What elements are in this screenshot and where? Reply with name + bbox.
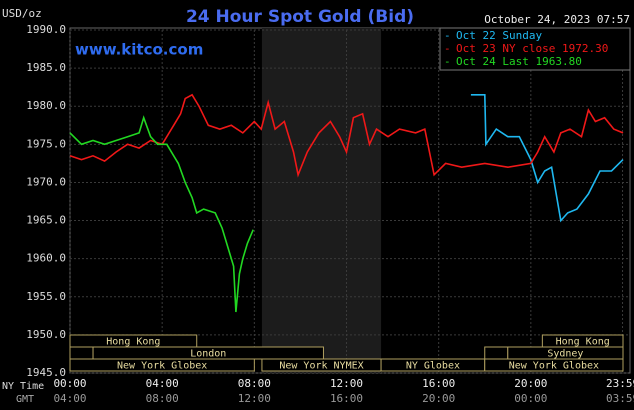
series-line <box>69 115 254 313</box>
x2-tick-label: 16:00 <box>330 392 363 405</box>
legend-label: Oct 24 Last 1963.80 <box>456 55 582 68</box>
x-tick-label: 23:59 <box>606 377 634 390</box>
highlight-band <box>261 28 382 373</box>
timestamp: October 24, 2023 07:57 <box>484 13 630 26</box>
y-tick-label: 1975.0 <box>26 137 66 150</box>
session-label: Hong Kong <box>106 337 160 348</box>
x2-tick-label: 04:00 <box>53 392 86 405</box>
unit-label: USD/oz <box>2 7 42 20</box>
session-label: New York Globex <box>509 361 599 372</box>
session-label: London <box>190 349 226 360</box>
x2-tick-label: 12:00 <box>238 392 271 405</box>
x-tick-label: 16:00 <box>422 377 455 390</box>
x2-tick-label: 20:00 <box>422 392 455 405</box>
legend-marker: - <box>444 55 451 68</box>
y-tick-label: 1980.0 <box>26 99 66 112</box>
y-tick-label: 1955.0 <box>26 290 66 303</box>
session-label: Hong Kong <box>556 337 610 348</box>
y-tick-label: 1965.0 <box>26 214 66 227</box>
x2-axis-label: GMT <box>16 394 34 405</box>
legend-marker: - <box>444 42 451 55</box>
series-line <box>470 94 624 223</box>
y-tick-label: 1945.0 <box>26 366 66 379</box>
legend: - Oct 22 Sunday- Oct 23 NY close 1972.30- O… <box>439 27 631 71</box>
legend-box <box>439 27 631 71</box>
y-tick-label: 1950.0 <box>26 328 66 341</box>
x-tick-label: 20:00 <box>514 377 547 390</box>
chart-title: 24 Hour Spot Gold (Bid) <box>186 7 414 27</box>
x2-tick-label: 03:59 <box>606 392 634 405</box>
y-tick-label: 1970.0 <box>26 175 66 188</box>
y-tick-label: 1985.0 <box>26 61 66 74</box>
legend-label: Oct 22 Sunday <box>456 29 542 42</box>
x-axis-label: NY Time <box>2 381 44 392</box>
session-box <box>69 358 255 372</box>
session-box <box>484 346 509 360</box>
y-tick-label: 1960.0 <box>26 252 66 265</box>
session-label: New York Globex <box>117 361 207 372</box>
legend-label: Oct 23 NY close 1972.30 <box>456 42 608 55</box>
x-tick-label: 12:00 <box>330 377 363 390</box>
watermark: www.kitco.com <box>75 41 203 59</box>
session-label: NY Globex <box>406 361 460 372</box>
session-box <box>484 358 624 372</box>
x-tick-label: 00:00 <box>53 377 86 390</box>
session-label: New York NYMEX <box>279 361 363 372</box>
legend-marker: - <box>444 29 451 42</box>
y-tick-label: 1990.0 <box>26 23 66 36</box>
x-tick-label: 04:00 <box>146 377 179 390</box>
session-box <box>69 346 94 360</box>
x2-tick-label: 00:00 <box>514 392 547 405</box>
session-label: Sydney <box>547 349 583 360</box>
series-line <box>69 93 624 178</box>
x2-tick-label: 08:00 <box>146 392 179 405</box>
x-tick-label: 08:00 <box>238 377 271 390</box>
